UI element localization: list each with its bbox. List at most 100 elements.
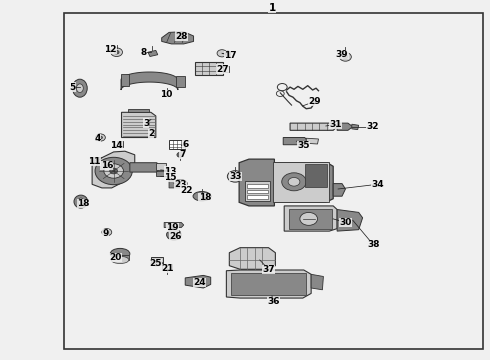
Text: 29: 29 xyxy=(308,97,321,106)
Circle shape xyxy=(227,171,243,182)
Ellipse shape xyxy=(193,192,211,201)
Ellipse shape xyxy=(74,195,88,208)
Text: 20: 20 xyxy=(109,253,122,262)
Text: 31: 31 xyxy=(329,120,342,129)
Ellipse shape xyxy=(110,248,130,259)
Polygon shape xyxy=(231,273,306,295)
Text: 14: 14 xyxy=(110,141,123,150)
Text: 4: 4 xyxy=(95,134,101,143)
Text: 26: 26 xyxy=(169,233,182,242)
Polygon shape xyxy=(169,140,185,149)
Polygon shape xyxy=(245,181,270,201)
Text: 33: 33 xyxy=(229,172,242,181)
Circle shape xyxy=(111,48,122,57)
Circle shape xyxy=(98,136,102,139)
Text: 19: 19 xyxy=(166,223,179,232)
Text: 38: 38 xyxy=(367,240,380,249)
Text: 28: 28 xyxy=(175,32,188,41)
Polygon shape xyxy=(128,109,149,112)
Polygon shape xyxy=(162,32,194,44)
Polygon shape xyxy=(306,138,318,144)
Polygon shape xyxy=(185,275,211,288)
Polygon shape xyxy=(117,141,123,147)
Polygon shape xyxy=(337,123,353,130)
Circle shape xyxy=(343,55,348,59)
Text: 6: 6 xyxy=(182,140,188,149)
Text: 9: 9 xyxy=(102,229,109,238)
Bar xyxy=(162,264,172,269)
Circle shape xyxy=(96,134,105,141)
Text: 27: 27 xyxy=(217,65,229,74)
Polygon shape xyxy=(122,112,156,138)
Ellipse shape xyxy=(73,79,87,97)
Polygon shape xyxy=(352,124,359,130)
Polygon shape xyxy=(311,274,323,290)
Circle shape xyxy=(110,168,118,174)
Circle shape xyxy=(288,177,300,186)
Polygon shape xyxy=(333,184,345,196)
Circle shape xyxy=(232,174,239,179)
Ellipse shape xyxy=(103,162,115,168)
Polygon shape xyxy=(229,248,275,269)
Text: 22: 22 xyxy=(180,186,193,195)
Text: 25: 25 xyxy=(149,259,162,268)
Circle shape xyxy=(177,152,184,157)
Text: 11: 11 xyxy=(88,157,100,166)
Text: 18: 18 xyxy=(198,193,211,202)
Polygon shape xyxy=(284,206,337,231)
Circle shape xyxy=(114,50,119,54)
Text: 32: 32 xyxy=(366,122,379,131)
Polygon shape xyxy=(273,162,329,202)
Text: 34: 34 xyxy=(371,180,384,189)
Polygon shape xyxy=(305,164,327,187)
Polygon shape xyxy=(290,123,337,130)
Polygon shape xyxy=(239,159,333,206)
Polygon shape xyxy=(283,138,308,145)
Polygon shape xyxy=(91,158,105,163)
Ellipse shape xyxy=(76,84,83,93)
Text: 35: 35 xyxy=(297,141,310,150)
Ellipse shape xyxy=(151,261,163,266)
Polygon shape xyxy=(247,190,268,193)
Circle shape xyxy=(225,51,231,55)
Circle shape xyxy=(95,157,132,185)
Text: 3: 3 xyxy=(143,119,149,128)
Circle shape xyxy=(282,173,306,191)
Bar xyxy=(64,13,483,349)
Text: 15: 15 xyxy=(164,173,177,182)
Circle shape xyxy=(104,164,123,178)
Polygon shape xyxy=(121,72,178,90)
Polygon shape xyxy=(337,210,363,231)
Text: 37: 37 xyxy=(262,265,275,274)
Polygon shape xyxy=(195,62,223,75)
Text: 18: 18 xyxy=(77,199,90,208)
Circle shape xyxy=(300,212,318,225)
Text: 2: 2 xyxy=(148,130,154,139)
Polygon shape xyxy=(92,151,135,188)
Ellipse shape xyxy=(78,198,84,205)
Bar xyxy=(176,76,185,87)
Text: 21: 21 xyxy=(161,264,174,273)
Bar xyxy=(151,257,163,264)
Polygon shape xyxy=(247,195,268,199)
Text: 23: 23 xyxy=(174,180,187,189)
Text: 7: 7 xyxy=(179,150,186,159)
Bar xyxy=(156,171,166,176)
Text: 30: 30 xyxy=(339,218,352,227)
Text: 8: 8 xyxy=(141,48,147,57)
Polygon shape xyxy=(289,209,332,229)
Bar xyxy=(223,66,229,72)
Ellipse shape xyxy=(111,256,129,264)
Text: 13: 13 xyxy=(164,166,177,176)
Text: 24: 24 xyxy=(194,278,206,287)
Text: 17: 17 xyxy=(224,51,237,60)
Circle shape xyxy=(167,229,181,240)
Polygon shape xyxy=(148,50,158,57)
Polygon shape xyxy=(169,180,182,188)
Text: 5: 5 xyxy=(70,83,75,92)
Polygon shape xyxy=(164,222,184,228)
Polygon shape xyxy=(130,163,161,172)
Text: 1: 1 xyxy=(269,3,275,13)
Text: 16: 16 xyxy=(100,161,113,170)
Bar xyxy=(156,163,166,170)
